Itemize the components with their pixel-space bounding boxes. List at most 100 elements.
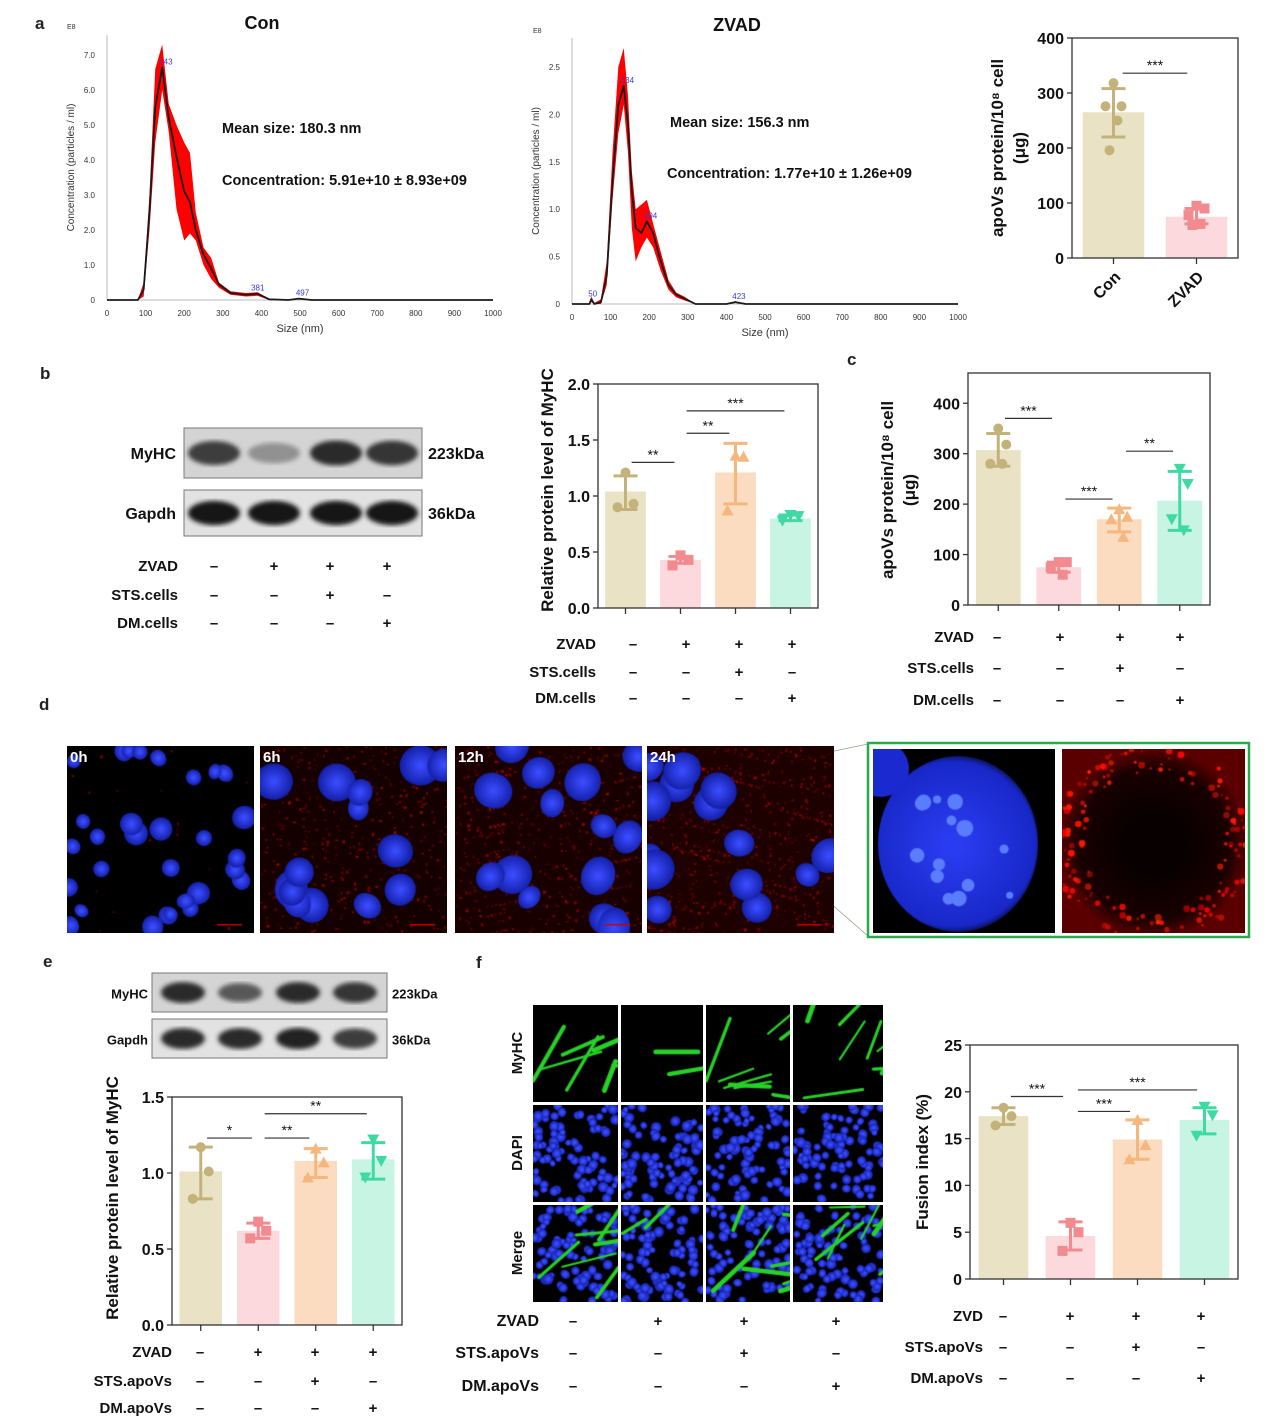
data-point — [1053, 557, 1064, 568]
y-tick-label: 10 — [944, 1178, 962, 1195]
y-tick-label: 200 — [933, 497, 960, 514]
bar — [351, 1159, 395, 1325]
data-point — [776, 515, 789, 527]
data-point — [367, 1134, 380, 1146]
y-tick-label: 0 — [1055, 251, 1064, 268]
treatment-sign: – — [569, 1378, 577, 1395]
treatment-sign: + — [832, 1313, 841, 1330]
y-tick-label: 100 — [1037, 196, 1064, 213]
treatment-sign: – — [196, 1373, 204, 1390]
fusion-image-dapi — [533, 1105, 618, 1202]
treatment-sign: + — [1066, 1308, 1075, 1325]
data-point — [1123, 1153, 1136, 1165]
data-point — [1131, 1113, 1144, 1125]
data-point — [1100, 101, 1111, 112]
treatment-sign: – — [270, 587, 278, 604]
blot-band — [310, 440, 362, 466]
data-point — [245, 1233, 256, 1244]
treatment-sign: – — [682, 690, 690, 707]
treatment-sign: – — [196, 1344, 204, 1361]
treatment-label: DM.apoVs — [99, 1400, 172, 1417]
treatment-label: ZVAD — [138, 558, 178, 575]
x-tick-label: 500 — [758, 313, 772, 322]
treatment-sign: + — [383, 615, 392, 632]
treatment-sign: – — [1056, 660, 1064, 677]
treatment-sign: – — [735, 690, 743, 707]
data-point — [359, 1172, 372, 1184]
x-tick-label: 200 — [643, 313, 657, 322]
treatment-sign: – — [569, 1313, 577, 1330]
panel-label-f: f — [476, 953, 482, 972]
treatment-sign: – — [654, 1345, 662, 1362]
bar — [1112, 1139, 1163, 1279]
data-point — [261, 1225, 272, 1236]
treatment-sign: – — [993, 629, 1001, 646]
timecourse-image-0h — [67, 746, 254, 933]
treatment-sign: – — [1066, 1339, 1074, 1356]
y-tick-label: 20 — [944, 1085, 962, 1102]
fusion-row-label: Merge — [509, 1231, 526, 1275]
treatment-sign: + — [326, 587, 335, 604]
significance-label: *** — [1129, 1074, 1146, 1090]
x-tick-label: 200 — [178, 309, 192, 318]
y-axis-label-unit: (μg) — [1010, 132, 1029, 164]
y-multiplier-label: E8 — [67, 24, 76, 31]
treatment-label: STS.cells — [907, 660, 974, 677]
data-point — [1057, 1245, 1068, 1256]
data-point — [1057, 569, 1068, 580]
bar — [975, 450, 1021, 605]
bar — [660, 559, 701, 608]
bar — [770, 518, 811, 608]
data-point — [253, 1216, 264, 1227]
data-point — [1191, 200, 1202, 211]
fusion-image-merge — [793, 1205, 883, 1302]
y-tick-label: 400 — [1037, 31, 1064, 48]
panel-label-a: a — [35, 14, 45, 33]
treatment-sign: – — [629, 664, 637, 681]
data-point — [1173, 463, 1186, 475]
peak-label: 134 — [621, 76, 635, 85]
blot-band — [248, 500, 300, 526]
x-tick-label: 300 — [216, 309, 230, 318]
y-axis-label-unit: (μg) — [900, 474, 919, 506]
y-tick-label: 1.0 — [568, 489, 590, 506]
treatment-sign: + — [1056, 629, 1065, 646]
y-tick-label: 1.5 — [142, 1090, 164, 1107]
x-tick-label: 800 — [874, 313, 888, 322]
treatment-sign: – — [311, 1400, 319, 1417]
treatment-sign: + — [788, 636, 797, 653]
treatment-sign: – — [1176, 660, 1184, 677]
data-point — [1139, 1139, 1152, 1151]
data-point — [667, 560, 678, 571]
blot-protein-label: Gapdh — [107, 1033, 148, 1048]
significance-label: *** — [1081, 483, 1098, 499]
blot-band — [188, 500, 240, 526]
blot-band — [248, 442, 300, 464]
treatment-label: DM.cells — [913, 692, 974, 709]
y-tick-label: 0 — [953, 1272, 962, 1289]
y-tick-label: 6.0 — [84, 86, 96, 95]
treatment-sign: + — [326, 558, 335, 575]
data-point — [993, 423, 1004, 434]
treatment-sign: + — [832, 1378, 841, 1395]
significance-label: *** — [1029, 1080, 1046, 1096]
data-point — [1108, 78, 1119, 89]
panel-label-e: e — [43, 952, 53, 971]
y-tick-label: 15 — [944, 1132, 962, 1149]
treatment-sign: + — [740, 1313, 749, 1330]
blot-band — [218, 1028, 262, 1049]
x-tick-label: 100 — [139, 309, 153, 318]
timepoint-label: 0h — [70, 749, 88, 766]
bar-chart-5 — [167, 1096, 403, 1331]
y-tick-label: 0.0 — [142, 1318, 164, 1335]
y-tick-label: 7.0 — [84, 51, 96, 60]
panel-label-b: b — [40, 364, 51, 383]
x-tick-label: 900 — [913, 313, 927, 322]
annotation-0: Mean size: 180.3 nm — [222, 121, 361, 137]
y-multiplier-label: E8 — [533, 28, 542, 35]
y-tick-label: 0 — [951, 598, 960, 615]
treatment-sign: + — [1176, 692, 1185, 709]
significance-label: ** — [282, 1122, 293, 1138]
peak-label: 143 — [159, 57, 173, 66]
data-point — [1187, 220, 1198, 230]
